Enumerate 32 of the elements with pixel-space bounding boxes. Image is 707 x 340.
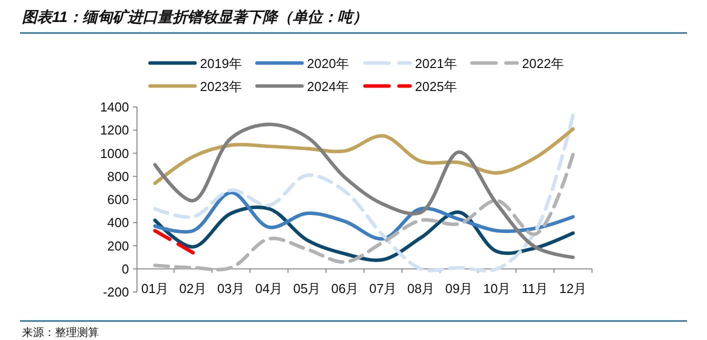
y-tick-label: 1200 [100,122,129,138]
x-tick-label: 03月 [217,281,245,296]
source-note: 来源：整理测算 [22,326,99,339]
line-series [153,190,575,241]
y-tick-label: 400 [107,215,129,230]
y-tick-label: -200 [102,284,129,300]
x-tick-label: 08月 [407,281,435,296]
y-tick-label: 600 [107,192,129,207]
x-tick-label: 07月 [369,281,397,296]
legend-label: 2022年 [522,56,564,71]
x-tick-label: 01月 [141,281,169,296]
legend-label: 2024年 [307,79,349,94]
x-tick-label: 09月 [445,281,473,296]
y-tick-label: 200 [107,238,129,254]
x-tick-label: 11月 [522,281,548,296]
legend-label: 2019年 [200,56,242,71]
line-series [153,127,575,186]
y-tick-label: 0 [122,261,129,276]
legend-label: 2023年 [200,79,242,94]
x-tick-label: 02月 [179,281,207,296]
x-tick-label: 05月 [293,281,321,296]
x-tick-label: 04月 [255,281,283,296]
y-tick-label: 800 [107,168,129,184]
y-tick-label: 1400 [100,100,129,114]
legend-label: 2020年 [307,56,349,71]
x-tick-label: 12月 [559,281,587,296]
chart-title: 图表11：缅甸矿进口量折镨钕显著下降（单位：吨） [22,8,368,26]
x-tick-label: 06月 [331,281,359,296]
legend-label: 2025年 [415,79,457,94]
y-tick-label: 1000 [100,146,129,161]
x-tick-label: 10月 [483,281,511,296]
legend-label: 2021年 [415,56,457,71]
